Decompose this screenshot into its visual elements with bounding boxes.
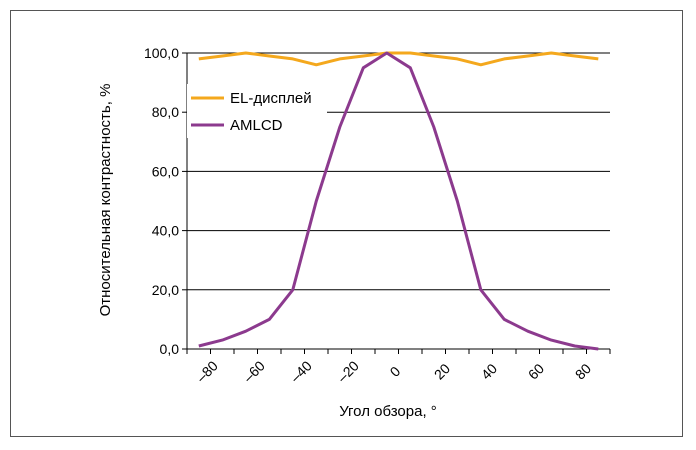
y-tick-label: 60,0 (152, 163, 179, 179)
legend-box (187, 84, 327, 138)
x-tick-label: 0 (387, 363, 404, 380)
x-tick-label: –80 (193, 357, 221, 385)
y-axis-title: Относительная контрастность, % (97, 84, 114, 317)
x-tick-label: –60 (240, 357, 268, 385)
y-tick-label: 100,0 (144, 45, 179, 61)
legend-label-el: EL-дисплей (230, 90, 312, 107)
y-tick-label: 20,0 (152, 282, 179, 298)
y-tick-label: 40,0 (152, 223, 179, 239)
y-tick-label: 0,0 (160, 341, 180, 357)
y-tick-labels: 0,0 20,0 40,0 60,0 80,0 100,0 (144, 45, 179, 357)
x-tick-label: 20 (431, 360, 453, 382)
series-lines (198, 51, 599, 351)
series-line-el (198, 51, 599, 67)
y-tick-label: 80,0 (152, 104, 179, 120)
x-tick-label: 60 (525, 360, 547, 382)
x-tick-label: 40 (478, 360, 500, 382)
x-tick-label: 80 (572, 360, 594, 382)
x-tick-labels: –80 –60 –40 –20 0 20 40 60 80 (193, 357, 594, 385)
x-tick-label: –40 (287, 357, 315, 385)
series-line-amlcd (198, 51, 599, 351)
legend: EL-дисплей AMLCD (187, 84, 327, 138)
chart-frame (10, 10, 683, 437)
x-tick-label: –20 (334, 357, 362, 385)
x-axis-title: Угол обзора, ° (339, 403, 437, 420)
legend-label-amlcd: AMLCD (230, 117, 283, 134)
